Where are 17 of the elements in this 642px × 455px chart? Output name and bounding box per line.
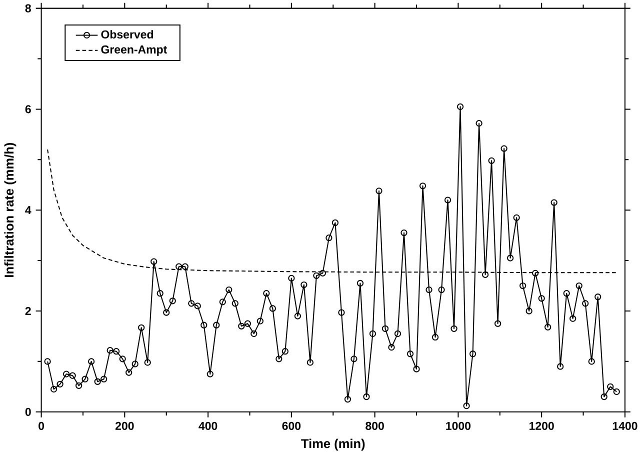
- y-tick-label: 8: [25, 4, 31, 12]
- x-tick-label: 800: [366, 422, 384, 430]
- y-axis-title: Infiltration rate (mm/h): [4, 143, 16, 278]
- x-tick-label: 0: [38, 422, 44, 430]
- y-tick-label: 4: [25, 206, 32, 214]
- y-tick-label: 6: [25, 105, 31, 114]
- x-tick-label: 1400: [612, 422, 638, 430]
- x-tick-label: 600: [282, 422, 301, 430]
- x-tick-label: 1000: [446, 422, 471, 430]
- x-tick-label: 200: [115, 422, 134, 430]
- legend-label: Observed: [101, 30, 154, 39]
- y-tick-label: 0: [25, 408, 31, 416]
- x-axis-title: Time (min): [301, 438, 365, 451]
- y-tick-label: 2: [25, 307, 31, 316]
- x-tick-label: 400: [198, 422, 218, 430]
- x-tick-label: 1200: [530, 422, 554, 430]
- legend-label: Green-Ampt: [101, 45, 168, 56]
